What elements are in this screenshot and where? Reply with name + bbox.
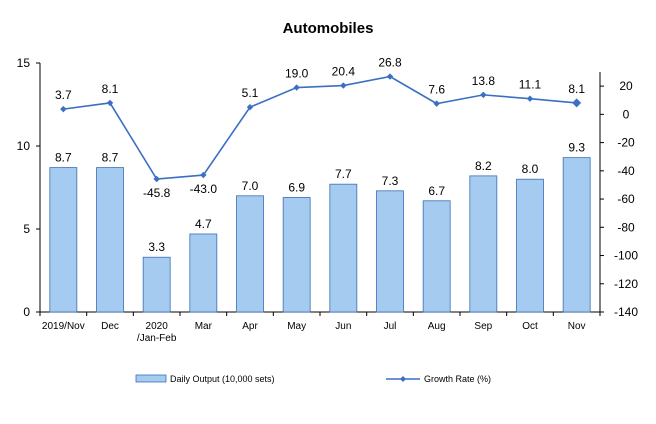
right-tick-label: 20 [619,79,633,93]
bar-daily-output [516,178,544,313]
line-data-label: 7.6 [428,83,445,97]
category-label: Oct [522,321,538,332]
bar-data-label: 8.7 [102,151,119,165]
line-data-label: 3.7 [55,88,72,102]
line-data-label: 8.1 [102,82,119,96]
legend-swatch-daily-output [135,374,167,383]
bar-data-label: 8.2 [475,159,492,173]
line-data-label: 26.8 [378,56,402,70]
bar-data-label: 8.0 [522,162,539,176]
bar-daily-output [189,233,218,313]
bar-data-label: 9.3 [568,141,585,155]
left-tick-label: 10 [17,139,31,153]
bar-daily-output [282,197,311,313]
bar-daily-output [422,200,451,313]
line-series [60,73,582,183]
growth-rate-line [63,75,577,180]
chart-title: Automobiles [283,20,374,37]
bar-data-label: 3.3 [148,240,165,254]
bar-daily-output [562,157,591,313]
line-data-label: -45.8 [143,186,171,200]
growth-rate-point [153,175,160,183]
bar-daily-output [376,190,404,313]
growth-rate-point [526,95,534,102]
category-label: Aug [428,321,446,332]
category-label: Sep [474,321,492,332]
growth-rate-point [246,103,254,111]
left-tick-label: 0 [23,305,30,319]
growth-rate-point [340,82,347,89]
growth-rate-point [386,73,394,80]
bar-daily-output [96,167,124,313]
category-label: 2020/Jan-Feb [137,321,177,344]
category-label: Jul [384,321,397,332]
category-label: Dec [101,321,119,332]
line-data-label: 20.4 [332,65,356,79]
category-label: Mar [195,321,213,332]
category-label: Apr [242,321,258,332]
bar-data-label: 7.7 [335,167,352,181]
legend-marker-growth-rate [400,376,406,382]
bar-data-labels: 8.7 8.7 3.3 4.7 7.0 6.9 7.7 7.3 6.7 8.2 8.0 9.3 [55,141,585,255]
bar-daily-output [49,167,78,313]
bar-daily-output [236,195,264,313]
bar-data-label: 7.3 [382,174,399,188]
line-data-label: -43.0 [190,182,218,196]
line-data-label: 8.1 [568,82,585,96]
line-data-label: 13.8 [472,74,496,88]
category-label: May [287,321,306,332]
bar-data-label: 8.7 [55,151,72,165]
right-tick-label: -80 [617,220,635,234]
bar-daily-output [329,183,358,313]
line-data-label: 19.0 [285,67,309,81]
category-labels: 2019/Nov Dec 2020/Jan-Feb Mar Apr May Jun Jul Au… [42,321,586,344]
bar-series [49,157,591,313]
line-data-label: 5.1 [242,86,259,100]
right-tick-label: 0 [623,107,630,121]
right-tick-label: -20 [617,136,635,150]
growth-rate-point [293,84,300,91]
left-tick-label: 15 [17,56,31,70]
category-label: Jun [335,321,351,332]
growth-rate-point [200,171,207,179]
bar-data-label: 4.7 [195,217,212,231]
growth-rate-point [572,98,582,108]
bar-data-label: 6.7 [428,184,445,198]
legend-label-daily-output: Daily Output (10,000 sets) [170,374,275,384]
growth-rate-point [60,105,67,113]
axes: 0 5 10 15 -140 -120 -100 -80 -60 -40 -20 0 20 [17,56,639,319]
growth-rate-point [480,91,487,99]
category-label: 2019/Nov [42,321,85,332]
bar-data-label: 7.0 [242,179,259,193]
right-tick-label: -100 [614,249,638,263]
line-data-labels: 3.7 8.1 -45.8 -43.0 5.1 19.0 20.4 26.8 7.6 13.8 11… [55,56,585,200]
bar-data-label: 6.9 [288,180,305,194]
bar-daily-output [142,256,171,313]
growth-rate-point [433,100,440,107]
growth-rate-point [106,99,114,107]
bar-daily-output [469,175,498,313]
right-tick-label: -60 [617,192,635,206]
right-tick-label: -40 [617,164,635,178]
right-tick-label: -140 [614,305,638,319]
category-label: Nov [568,321,586,332]
right-tick-label: -120 [614,277,638,291]
legend-label-growth-rate: Growth Rate (%) [424,374,491,384]
line-data-label: 11.1 [519,78,542,92]
legend: Daily Output (10,000 sets) Growth Rate (… [135,374,491,384]
left-tick-label: 5 [23,222,30,236]
